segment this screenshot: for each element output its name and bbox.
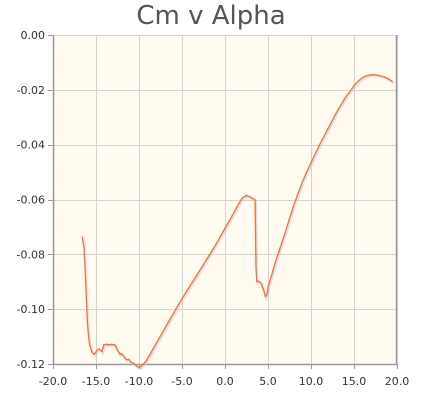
chart-title: Cm v Alpha [136, 1, 285, 31]
x-tick-label: -5.0 [171, 375, 192, 388]
x-tick-label: 0.0 [216, 375, 234, 388]
x-tick-label: -10.0 [125, 375, 153, 388]
x-tick-label: 15.0 [342, 375, 367, 388]
tick-labels: -20.0 -15.0 -10.0 -5.0 0.0 5.0 10.0 15.0 20.0 0.0… [17, 29, 410, 388]
y-tick-label: 0.00 [21, 29, 46, 42]
series-line [81, 74, 394, 368]
series-layer [81, 74, 395, 370]
y-tick-label: -0.02 [17, 84, 45, 97]
y-tick-label: -0.08 [17, 248, 45, 261]
y-tick-label: -0.06 [17, 194, 45, 207]
series-line-shadow [82, 75, 395, 370]
x-tick-label: -20.0 [39, 375, 67, 388]
x-tick-label: -15.0 [82, 375, 110, 388]
axes [48, 35, 398, 369]
y-tick-label: -0.10 [17, 303, 45, 316]
x-tick-label: 20.0 [385, 375, 410, 388]
x-tick-label: 10.0 [299, 375, 324, 388]
grid [53, 35, 398, 365]
x-tick-label: 5.0 [259, 375, 277, 388]
y-tick-label: -0.12 [17, 358, 45, 371]
y-tick-label: -0.04 [17, 139, 45, 152]
